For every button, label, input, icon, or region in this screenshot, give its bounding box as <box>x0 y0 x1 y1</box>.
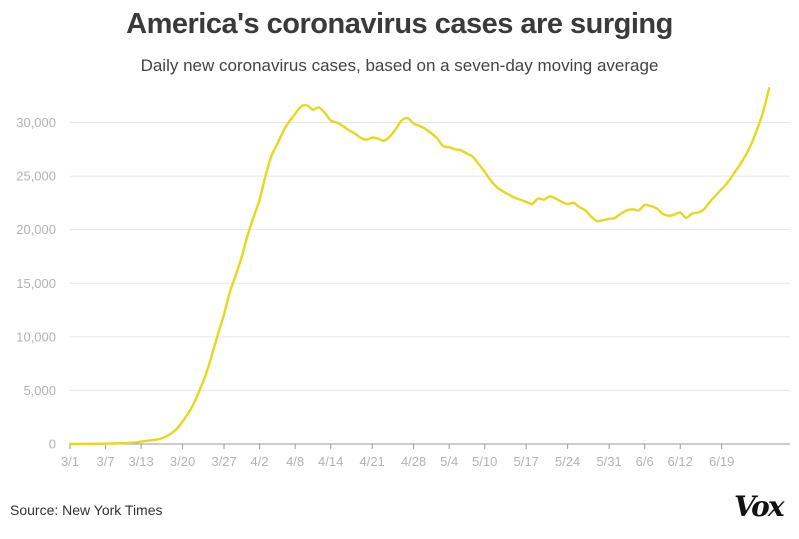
source-note: Source: New York Times <box>10 502 163 518</box>
x-tick-label: 3/20 <box>170 454 195 469</box>
gridlines <box>70 122 790 391</box>
x-tick-label: 4/2 <box>251 454 269 469</box>
x-tick-label: 5/10 <box>472 454 497 469</box>
x-tick-label: 4/28 <box>401 454 426 469</box>
x-tick-label: 4/14 <box>318 454 343 469</box>
x-tick-label: 6/12 <box>668 454 693 469</box>
chart-title: America's coronavirus cases are surging <box>126 8 673 40</box>
y-axis-ticks: 0 5,000 10,000 15,000 20,000 25,000 30,000 <box>16 115 56 451</box>
x-tick-label: 5/17 <box>514 454 539 469</box>
y-tick-label: 15,000 <box>16 276 56 291</box>
y-tick-label: 5,000 <box>23 383 56 398</box>
series-line-daily-cases <box>68 87 771 446</box>
x-tick-label: 3/27 <box>211 454 236 469</box>
y-tick-label: 25,000 <box>16 169 56 184</box>
x-tick-label: 3/13 <box>128 454 153 469</box>
y-tick-label: 10,000 <box>16 329 56 344</box>
x-tick-label: 6/19 <box>709 454 734 469</box>
vox-logo: Vox <box>734 490 785 523</box>
x-tick-label: 3/1 <box>61 454 79 469</box>
x-tick-label: 6/6 <box>636 454 654 469</box>
y-tick-label: 0 <box>49 437 56 452</box>
y-tick-label: 20,000 <box>16 222 56 237</box>
x-tick-label: 3/7 <box>97 454 115 469</box>
x-tick-label: 4/21 <box>359 454 384 469</box>
y-tick-label: 30,000 <box>16 115 56 130</box>
x-tick-label: 4/8 <box>286 454 304 469</box>
x-tick-label: 5/31 <box>596 454 621 469</box>
x-tick-label: 5/4 <box>440 454 458 469</box>
x-axis-ticks: 3/1 3/7 3/13 3/20 3/27 4/2 4/8 4/14 4/21 4/28 5/4 5… <box>61 444 734 469</box>
x-tick-label: 5/24 <box>555 454 580 469</box>
chart-subtitle: Daily new coronavirus cases, based on a … <box>140 56 659 75</box>
